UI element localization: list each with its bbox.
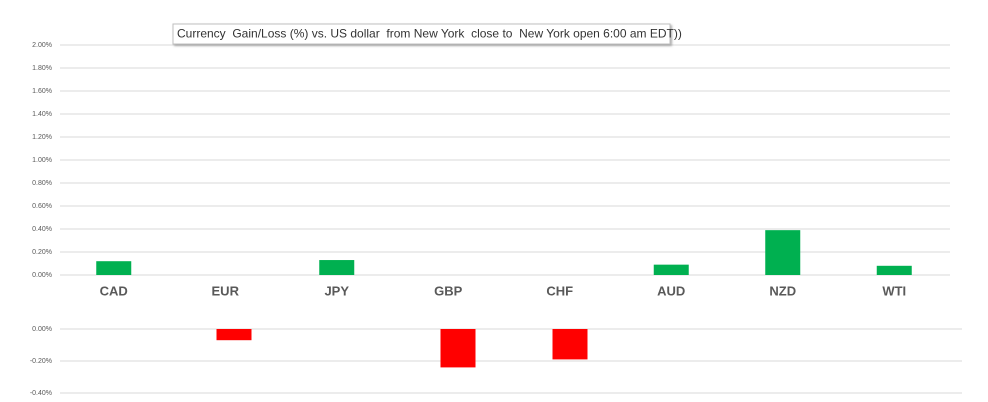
x-tick-label: WTI — [882, 283, 906, 298]
y-tick-label: 0.00% — [32, 326, 52, 333]
y-tick-label: -0.40% — [30, 390, 52, 397]
bar — [216, 329, 252, 341]
x-tick-label: GBP — [434, 283, 463, 298]
x-tick-label: JPY — [324, 283, 349, 298]
y-tick-label: 1.20% — [32, 134, 52, 141]
x-tick-label: AUD — [657, 283, 685, 298]
bar — [653, 264, 689, 275]
y-tick-label: 0.60% — [32, 203, 52, 210]
x-tick-label: CHF — [546, 283, 573, 298]
bar — [552, 329, 588, 360]
x-tick-label: NZD — [769, 283, 796, 298]
y-tick-label: 1.40% — [32, 111, 52, 118]
bar — [96, 261, 132, 275]
title-box — [172, 23, 671, 45]
x-tick-label: EUR — [212, 283, 240, 298]
y-tick-label: 2.00% — [32, 42, 52, 49]
y-tick-label: 0.20% — [32, 249, 52, 256]
bar — [440, 329, 476, 368]
x-tick-label: CAD — [100, 283, 128, 298]
bar — [876, 265, 912, 275]
chart-title: Currency Gain/Loss (%) vs. US dollar fro… — [177, 27, 682, 41]
y-tick-label: -0.20% — [30, 358, 52, 365]
bar — [319, 260, 355, 275]
y-tick-label: 1.80% — [32, 65, 52, 72]
y-tick-label: 1.60% — [32, 88, 52, 95]
y-tick-label: 1.00% — [32, 157, 52, 164]
y-tick-label: 0.80% — [32, 180, 52, 187]
y-tick-label: 0.40% — [32, 226, 52, 233]
y-tick-label: 0.00% — [32, 272, 52, 279]
bar — [765, 230, 801, 275]
